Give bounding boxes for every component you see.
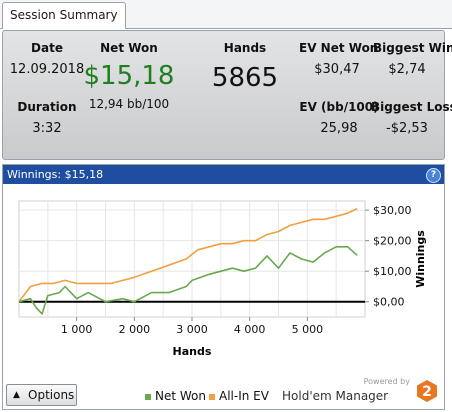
- ev-net-won-label: EV Net Won: [299, 41, 379, 55]
- hem2-branding: Powered by Hold'em Manager 2: [280, 375, 440, 405]
- x-axis-label: Hands: [173, 345, 212, 358]
- options-button-label: Options: [28, 388, 75, 402]
- ev-net-won-value: $30,47: [314, 62, 360, 77]
- chart-header-title: Winnings: $15,18: [7, 168, 104, 181]
- legend-all-in-ev-swatch: [209, 393, 215, 400]
- legend-net-won-label: Net Won: [155, 389, 206, 403]
- help-icon[interactable]: ?: [426, 168, 441, 183]
- series-line-net-won: [18, 245, 358, 315]
- legend-all-in-ev-label: All-In EV: [219, 389, 269, 403]
- chart-grid: [18, 200, 366, 318]
- ev-bb-label: EV (bb/100): [299, 100, 379, 114]
- hem2-logo-icon: 2: [417, 380, 437, 402]
- net-won-value: $15,18: [83, 61, 175, 91]
- chevron-up-icon: ▲: [13, 390, 20, 400]
- winnings-chart: 1 000 2 000 3 000 4 000 5 000 $0,00 $10,00 $20…: [18, 200, 427, 358]
- hands-value: 5865: [211, 63, 279, 93]
- biggest-loss-value: -$2,53: [386, 121, 428, 136]
- y-tick-label: $30,00: [373, 204, 412, 217]
- y-tick-label: $0,00: [373, 296, 405, 309]
- options-button[interactable]: ▲ Options: [6, 384, 77, 406]
- duration-label: Duration: [17, 100, 77, 114]
- chart-header-bar: Winnings: $15,18 ?: [3, 165, 444, 184]
- brand-name: Hold'em Manager: [282, 389, 389, 403]
- y-axis-ticks: $0,00 $10,00 $20,00 $30,00: [365, 204, 412, 309]
- powered-by-text: Powered by: [363, 377, 410, 386]
- y-tick-label: $20,00: [373, 235, 412, 248]
- biggest-win-value: $2,74: [388, 62, 426, 77]
- x-axis-ticks: 1 000 2 000 3 000 4 000 5 000: [61, 317, 323, 336]
- x-tick-label: 1 000: [61, 323, 93, 336]
- logo-number: 2: [422, 384, 432, 400]
- bb-per-100-value: 12,94 bb/100: [88, 97, 170, 111]
- duration-value: 3:32: [32, 121, 62, 136]
- chart-series: [18, 207, 358, 315]
- session-summary-panel: Date 12.09.2018 Duration 3:32 Net Won $1…: [2, 30, 452, 160]
- x-tick-label: 3 000: [176, 323, 208, 336]
- tab-bar: Session Summary: [0, 0, 452, 29]
- net-won-label: Net Won: [100, 41, 158, 55]
- winnings-chart-panel: Winnings: $15,18 ? 1 000 2 000 3 000 4 000 5…: [2, 164, 445, 410]
- legend-net-won: Net Won: [145, 389, 206, 403]
- biggest-win-label: Biggest Win: [373, 41, 452, 55]
- x-tick-label: 5 000: [292, 323, 324, 336]
- ev-bb-value: 25,98: [320, 121, 358, 136]
- legend-net-won-swatch: [145, 393, 151, 400]
- y-tick-label: $10,00: [373, 265, 412, 278]
- biggest-loss-label: Biggest Loss: [371, 100, 452, 114]
- date-label: Date: [31, 41, 63, 55]
- hands-label: Hands: [223, 41, 267, 55]
- series-line-all-in-ev: [18, 207, 358, 303]
- date-value: 12.09.2018: [9, 62, 85, 77]
- x-tick-label: 4 000: [234, 323, 266, 336]
- legend-all-in-ev: All-In EV: [209, 389, 269, 403]
- x-tick-label: 2 000: [119, 323, 151, 336]
- y-axis-label: Winnings: [414, 230, 427, 288]
- tab-session-summary[interactable]: Session Summary: [2, 2, 126, 29]
